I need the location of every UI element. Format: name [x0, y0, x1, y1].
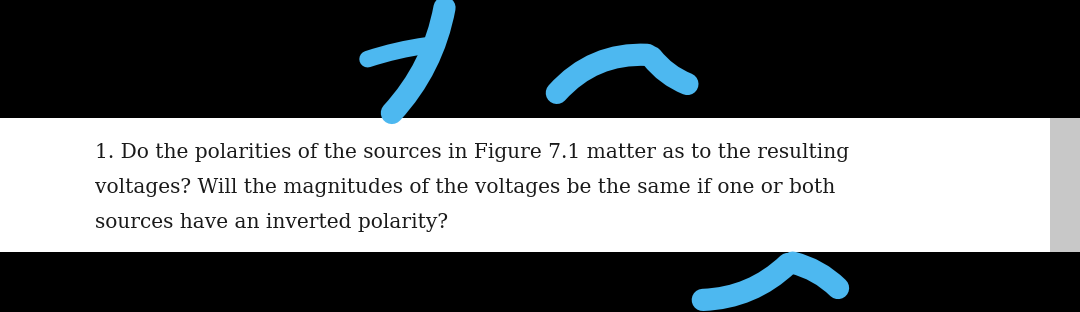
Bar	[0, 118, 1050, 252]
Text: 1. Do the polarities of the sources in Figure 7.1 matter as to the resulting: 1. Do the polarities of the sources in F…	[95, 143, 849, 162]
Text: voltages? Will the magnitudes of the voltages be the same if one or both: voltages? Will the magnitudes of the vol…	[95, 178, 835, 197]
Text: sources have an inverted polarity?: sources have an inverted polarity?	[95, 213, 448, 232]
Bar	[1050, 118, 1080, 252]
